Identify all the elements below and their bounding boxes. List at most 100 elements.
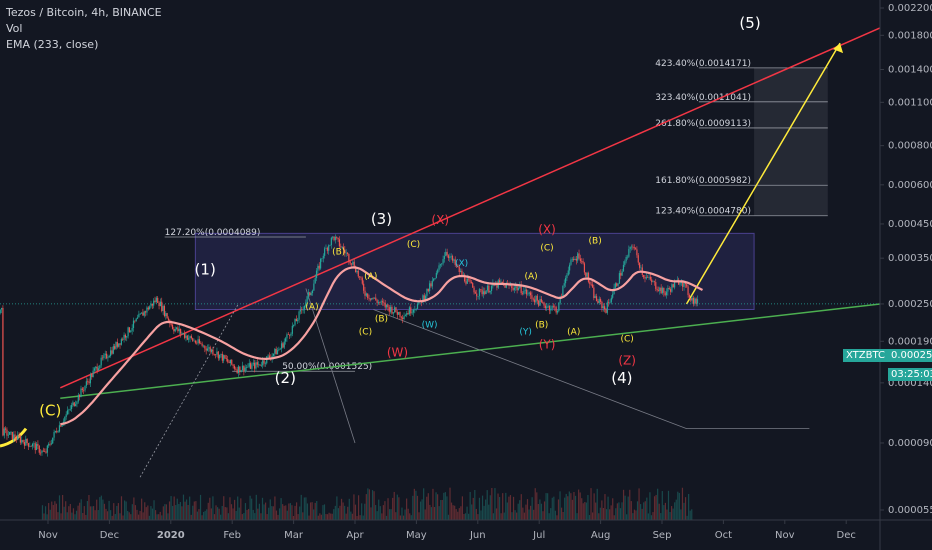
- symbol-title[interactable]: Tezos / Bitcoin, 4h, BINANCE: [6, 6, 162, 19]
- candle-body: [534, 299, 536, 303]
- candle-body: [22, 439, 24, 443]
- candle-body: [348, 253, 350, 262]
- candle-body: [683, 283, 685, 287]
- volume-bar: [675, 499, 677, 520]
- candle-body: [303, 305, 306, 310]
- volume-legend[interactable]: Vol: [6, 22, 23, 35]
- wave-label: (A): [524, 272, 537, 282]
- candle-body: [426, 288, 428, 296]
- volume-bar: [688, 493, 690, 520]
- volume-bar: [158, 514, 160, 520]
- candle-body: [520, 284, 522, 294]
- volume-bar: [206, 509, 208, 520]
- candle-body: [255, 362, 257, 369]
- volume-bar: [683, 502, 685, 520]
- candle-body: [84, 385, 86, 391]
- candle-body: [606, 302, 608, 313]
- volume-bar: [108, 500, 110, 520]
- volume-bar: [289, 503, 291, 520]
- volume-bar: [661, 491, 663, 520]
- volume-bar: [458, 508, 460, 520]
- volume-bar: [359, 515, 361, 520]
- volume-bar: [265, 502, 267, 520]
- candle-body: [595, 296, 598, 301]
- volume-bar: [150, 506, 152, 520]
- candle-body: [91, 374, 93, 378]
- volume-bar: [159, 511, 161, 520]
- y-tick-label: 0.0014000: [888, 65, 932, 76]
- x-tick-label: Jun: [469, 530, 486, 541]
- candle-body: [299, 309, 302, 312]
- candle-body: [645, 276, 647, 279]
- volume-bar: [643, 502, 645, 520]
- candle-body: [23, 442, 26, 446]
- volume-bar: [461, 496, 464, 520]
- candle-body: [581, 261, 583, 262]
- candle-body: [496, 282, 498, 288]
- volume-bar: [54, 501, 56, 520]
- candle-body: [427, 288, 429, 292]
- candle-body: [175, 327, 178, 329]
- candle-body: [127, 327, 129, 337]
- volume-bar: [102, 499, 104, 520]
- volume-bar: [111, 515, 113, 520]
- candle-body: [54, 431, 57, 433]
- candle-body: [272, 353, 275, 356]
- volume-bar: [58, 495, 61, 520]
- wave-label: (A): [305, 303, 318, 313]
- volume-bar: [636, 501, 639, 520]
- volume-bar: [122, 515, 124, 520]
- candle-body: [594, 296, 596, 298]
- volume-bar: [568, 491, 570, 520]
- volume-bar: [539, 499, 541, 520]
- volume-bar: [584, 502, 586, 520]
- candle-body: [334, 236, 336, 241]
- candle-body: [573, 259, 575, 260]
- candle-body: [115, 342, 117, 349]
- candle-body: [466, 278, 468, 284]
- fib-level-label: 123.40%(0.0004780): [655, 207, 751, 217]
- volume-bar: [336, 496, 338, 520]
- candle-body: [694, 298, 696, 304]
- volume-bar: [647, 513, 649, 520]
- x-tick-label: Dec: [100, 530, 119, 541]
- wave-label: (A): [567, 327, 580, 337]
- countdown-tag: 03:25:03: [888, 368, 932, 381]
- y-tick-label: 0.0002500: [888, 299, 932, 310]
- volume-bar: [119, 513, 121, 520]
- wave-label: (W): [387, 345, 408, 359]
- candle-body: [158, 302, 160, 307]
- volume-bar: [593, 493, 595, 520]
- candle-body: [52, 437, 54, 444]
- candle-body: [306, 296, 308, 303]
- ema-legend[interactable]: EMA (233, close): [6, 38, 99, 51]
- volume-bar: [227, 513, 230, 520]
- candle-body: [212, 349, 214, 355]
- volume-bar: [255, 494, 257, 520]
- candle-body: [587, 272, 590, 282]
- candle-body: [660, 287, 662, 294]
- volume-bar: [664, 502, 667, 520]
- candle-body: [171, 324, 174, 329]
- volume-bar: [650, 515, 653, 520]
- candle-body: [45, 451, 47, 453]
- candle-body: [601, 301, 603, 309]
- volume-bar: [88, 494, 90, 520]
- volume-bar: [421, 499, 423, 520]
- volume-bar: [187, 504, 189, 520]
- candle-body: [147, 307, 149, 310]
- volume-bar: [483, 505, 485, 520]
- candle-body: [192, 338, 194, 341]
- candle-body: [380, 301, 382, 303]
- candle-body: [384, 302, 386, 308]
- candle-body: [457, 265, 459, 267]
- candle-body: [465, 281, 467, 284]
- volume-bar: [348, 498, 350, 520]
- volume-bar: [49, 509, 51, 520]
- volume-bar: [292, 515, 295, 520]
- volume-bar: [598, 513, 600, 520]
- volume-bar: [585, 502, 587, 520]
- volume-bar: [412, 495, 414, 520]
- volume-bar: [486, 490, 488, 520]
